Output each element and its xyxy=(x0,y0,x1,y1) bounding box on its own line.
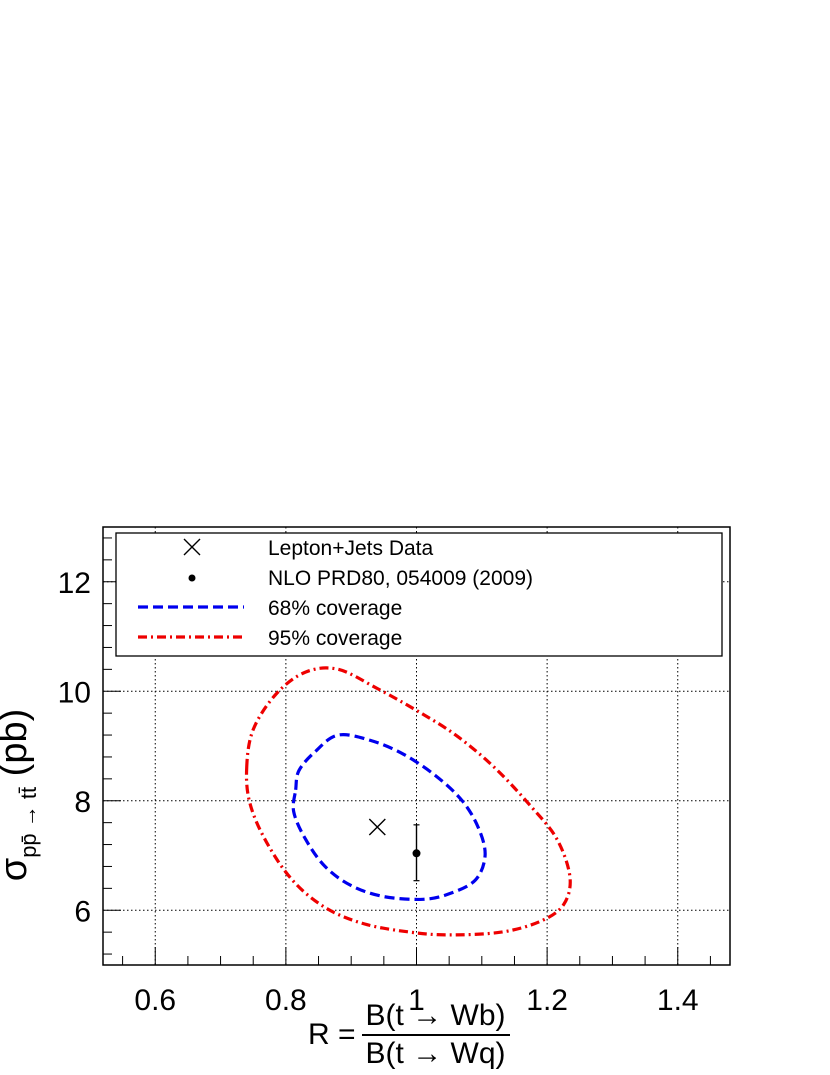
y-tick-label-1: 8 xyxy=(74,786,91,819)
legend-label-95: 95% coverage xyxy=(268,627,402,650)
x-tick-label-3: 1.2 xyxy=(526,984,568,1017)
data-point-x-marker xyxy=(368,818,386,836)
x-tick-label-1: 0.8 xyxy=(265,984,307,1017)
y-label-unit: (pb) xyxy=(0,708,35,777)
contour-95-line xyxy=(244,666,572,937)
contour-68-line xyxy=(291,733,487,902)
x-label-denominator: B(t → Wq) xyxy=(365,1036,506,1070)
x-label-prefix: R = xyxy=(308,1017,356,1051)
y-tick-label-2: 10 xyxy=(58,676,91,709)
x-axis-label: R = B(t → Wb) B(t → Wq) xyxy=(308,1000,510,1069)
legend-label-68: 68% coverage xyxy=(268,597,402,620)
legend: Lepton+Jets Data NLO PRD80, 054009 (2009)… xyxy=(115,532,723,657)
axis-ticks: 0.6 0.8 1 1.2 1.4 6 8 10 12 xyxy=(58,537,711,1017)
contour-lines xyxy=(244,666,572,937)
x-tick-label-2: 1 xyxy=(408,984,425,1017)
legend-theory-marker xyxy=(188,574,196,582)
point-markers xyxy=(368,818,421,882)
y-tick-label-3: 12 xyxy=(58,567,91,600)
legend-data-marker xyxy=(183,538,201,556)
y-label-subscript: pp̄ → tt̄ xyxy=(16,786,41,858)
y-tick-label-0: 6 xyxy=(74,895,91,928)
theory-point-dot xyxy=(412,849,421,858)
legend-label-theory: NLO PRD80, 054009 (2009) xyxy=(268,567,533,590)
x-label-numerator: B(t → Wb) xyxy=(361,1000,510,1036)
x-label-fraction: B(t → Wb) B(t → Wq) xyxy=(361,1000,510,1070)
y-label-main: σ xyxy=(0,858,35,881)
legend-label-data: Lepton+Jets Data xyxy=(268,537,434,560)
x-tick-label-4: 1.4 xyxy=(657,984,699,1017)
x-tick-label-0: 0.6 xyxy=(134,984,176,1017)
